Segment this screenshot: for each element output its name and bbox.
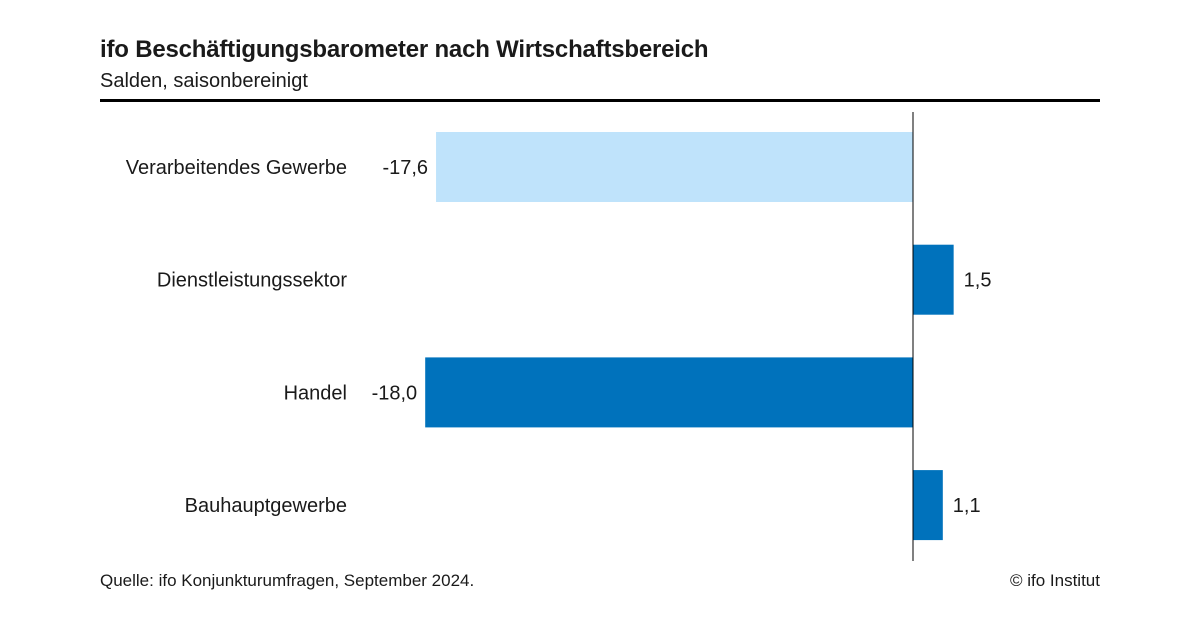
source-note: Quelle: ifo Konjunkturumfragen, Septembe… — [100, 571, 475, 590]
chart-subtitle: Salden, saisonbereinigt — [100, 70, 308, 92]
bar — [913, 470, 943, 541]
chart-title: ifo Beschäftigungsbarometer nach Wirtsch… — [100, 36, 709, 63]
value-label: 1,5 — [964, 270, 992, 292]
copyright-note: © ifo Institut — [1009, 571, 1100, 590]
value-label: 1,1 — [953, 495, 981, 517]
category-label: Dienstleistungssektor — [157, 270, 347, 292]
category-label: Handel — [284, 382, 347, 404]
bar — [913, 244, 954, 315]
value-label: -18,0 — [372, 382, 418, 404]
value-label: -17,6 — [382, 157, 428, 179]
title-divider — [100, 99, 1100, 102]
bar — [425, 357, 913, 428]
category-label: Bauhauptgewerbe — [185, 495, 347, 517]
category-label: Verarbeitendes Gewerbe — [126, 157, 347, 179]
bar — [436, 132, 913, 202]
